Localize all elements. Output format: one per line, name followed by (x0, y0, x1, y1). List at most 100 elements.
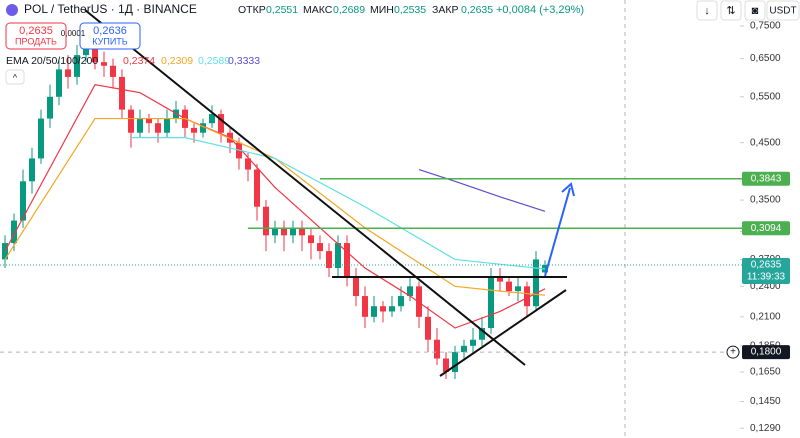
trend-line (84, 9, 526, 366)
candle-body (335, 243, 341, 269)
y-tick-label: 0,4500 (750, 137, 781, 148)
ema-value: 0,2374 (123, 55, 155, 67)
drawings (84, 9, 575, 377)
y-tick-label: 0,1450 (750, 396, 781, 407)
candle-body (470, 339, 476, 346)
candle-body (326, 251, 332, 269)
ema-value: 0,2589 (198, 55, 230, 67)
trend-line (439, 289, 567, 377)
candle-body (272, 227, 278, 236)
currency-button[interactable] (766, 0, 800, 21)
candle-body (281, 227, 287, 236)
button[interactable] (696, 0, 718, 21)
candle-body (29, 158, 35, 182)
y-tick-label: 0,3500 (750, 195, 781, 206)
candle-body (290, 227, 296, 236)
collapse-button[interactable] (5, 69, 25, 85)
plot (0, 38, 742, 380)
price-time: 11:39:33 (747, 272, 786, 283)
button[interactable] (720, 0, 742, 21)
price-tag (742, 257, 790, 284)
buy-price: 0,2636 (93, 25, 127, 37)
ohlc-value: 0,2635 (461, 4, 493, 16)
spread: 0,0001 (61, 29, 86, 38)
y-tick-label: 0,2100 (750, 311, 781, 322)
candle-body (515, 286, 521, 292)
candle-body (92, 48, 98, 63)
change: +0,0084 (+3,29%) (496, 4, 584, 16)
candle-body (164, 118, 170, 133)
ohlc-value: 0,2689 (333, 4, 365, 16)
ema-value: 0,2309 (161, 55, 193, 67)
candle-body (119, 76, 125, 110)
candle-body (56, 69, 62, 97)
candle-body (461, 345, 467, 353)
y-tick-label: 0,7500 (750, 21, 781, 32)
candle-body (65, 69, 71, 77)
add-icon: + (730, 347, 736, 358)
sell-label: ПРОДАТЬ (15, 36, 57, 46)
candle-body (218, 114, 224, 133)
overlay: POL / TetherUS · 1Д · BINANCE +0,0084 (+… (5, 0, 800, 434)
symbol-icon (6, 4, 18, 16)
candle-body (479, 328, 485, 340)
candle-body (308, 235, 314, 244)
candle-body (353, 277, 359, 297)
candle-body (371, 306, 377, 317)
ohlc-label: МАКС (303, 4, 333, 16)
candle-body (389, 306, 395, 312)
candle-body (47, 96, 53, 119)
candle-body (299, 227, 305, 236)
crosshair-tag (742, 345, 790, 360)
y-tick-label: 0,2400 (750, 281, 781, 292)
candle-body (2, 243, 8, 260)
candle-body (533, 259, 539, 307)
candle-body (416, 286, 422, 317)
sell-price: 0,2635 (19, 25, 53, 37)
candle-body (110, 65, 116, 77)
ema-line (4, 83, 546, 329)
candle-body (380, 306, 386, 312)
ema-line (418, 169, 546, 212)
level-tag (742, 171, 790, 186)
ema-line (131, 137, 546, 270)
candle-body (407, 286, 413, 297)
candle-body (434, 339, 440, 359)
button-icon: ◙ (752, 5, 759, 17)
button[interactable] (744, 0, 766, 21)
candle-body (173, 109, 179, 119)
collapse-icon: ^ (13, 72, 18, 82)
ohlc-label: ОТКР (238, 4, 266, 16)
candle-body (20, 181, 26, 221)
candle-body (128, 109, 134, 133)
candle-body (83, 48, 89, 56)
y-tick-label: 0,1290 (750, 423, 781, 434)
add-button (726, 345, 740, 359)
candle-body (101, 62, 107, 66)
candle-body (200, 123, 206, 133)
candle-body (155, 123, 161, 133)
sell-button[interactable] (5, 22, 67, 50)
y-tick-label: 0,5500 (750, 91, 781, 102)
ohlc-label: ЗАКР (432, 4, 458, 16)
candle-body (488, 277, 494, 329)
forecast-arrow (544, 187, 571, 277)
candle-body (317, 243, 323, 252)
symbol: POL / TetherUS · 1Д · BINANCE (24, 2, 197, 16)
candle-body (254, 169, 260, 207)
level-label: 0,3843 (751, 173, 782, 184)
candle-body (146, 118, 152, 124)
candle-body (344, 243, 350, 278)
candle-body (263, 206, 269, 236)
ohlc-value: 0,2551 (266, 4, 298, 16)
candle-body (497, 277, 503, 282)
buy-button[interactable] (79, 22, 141, 50)
candle-body (452, 352, 458, 372)
candle-body (398, 296, 404, 307)
ema-line (4, 117, 546, 296)
candle-body (425, 316, 431, 340)
candle-body (191, 127, 197, 133)
level-tag (742, 221, 790, 236)
